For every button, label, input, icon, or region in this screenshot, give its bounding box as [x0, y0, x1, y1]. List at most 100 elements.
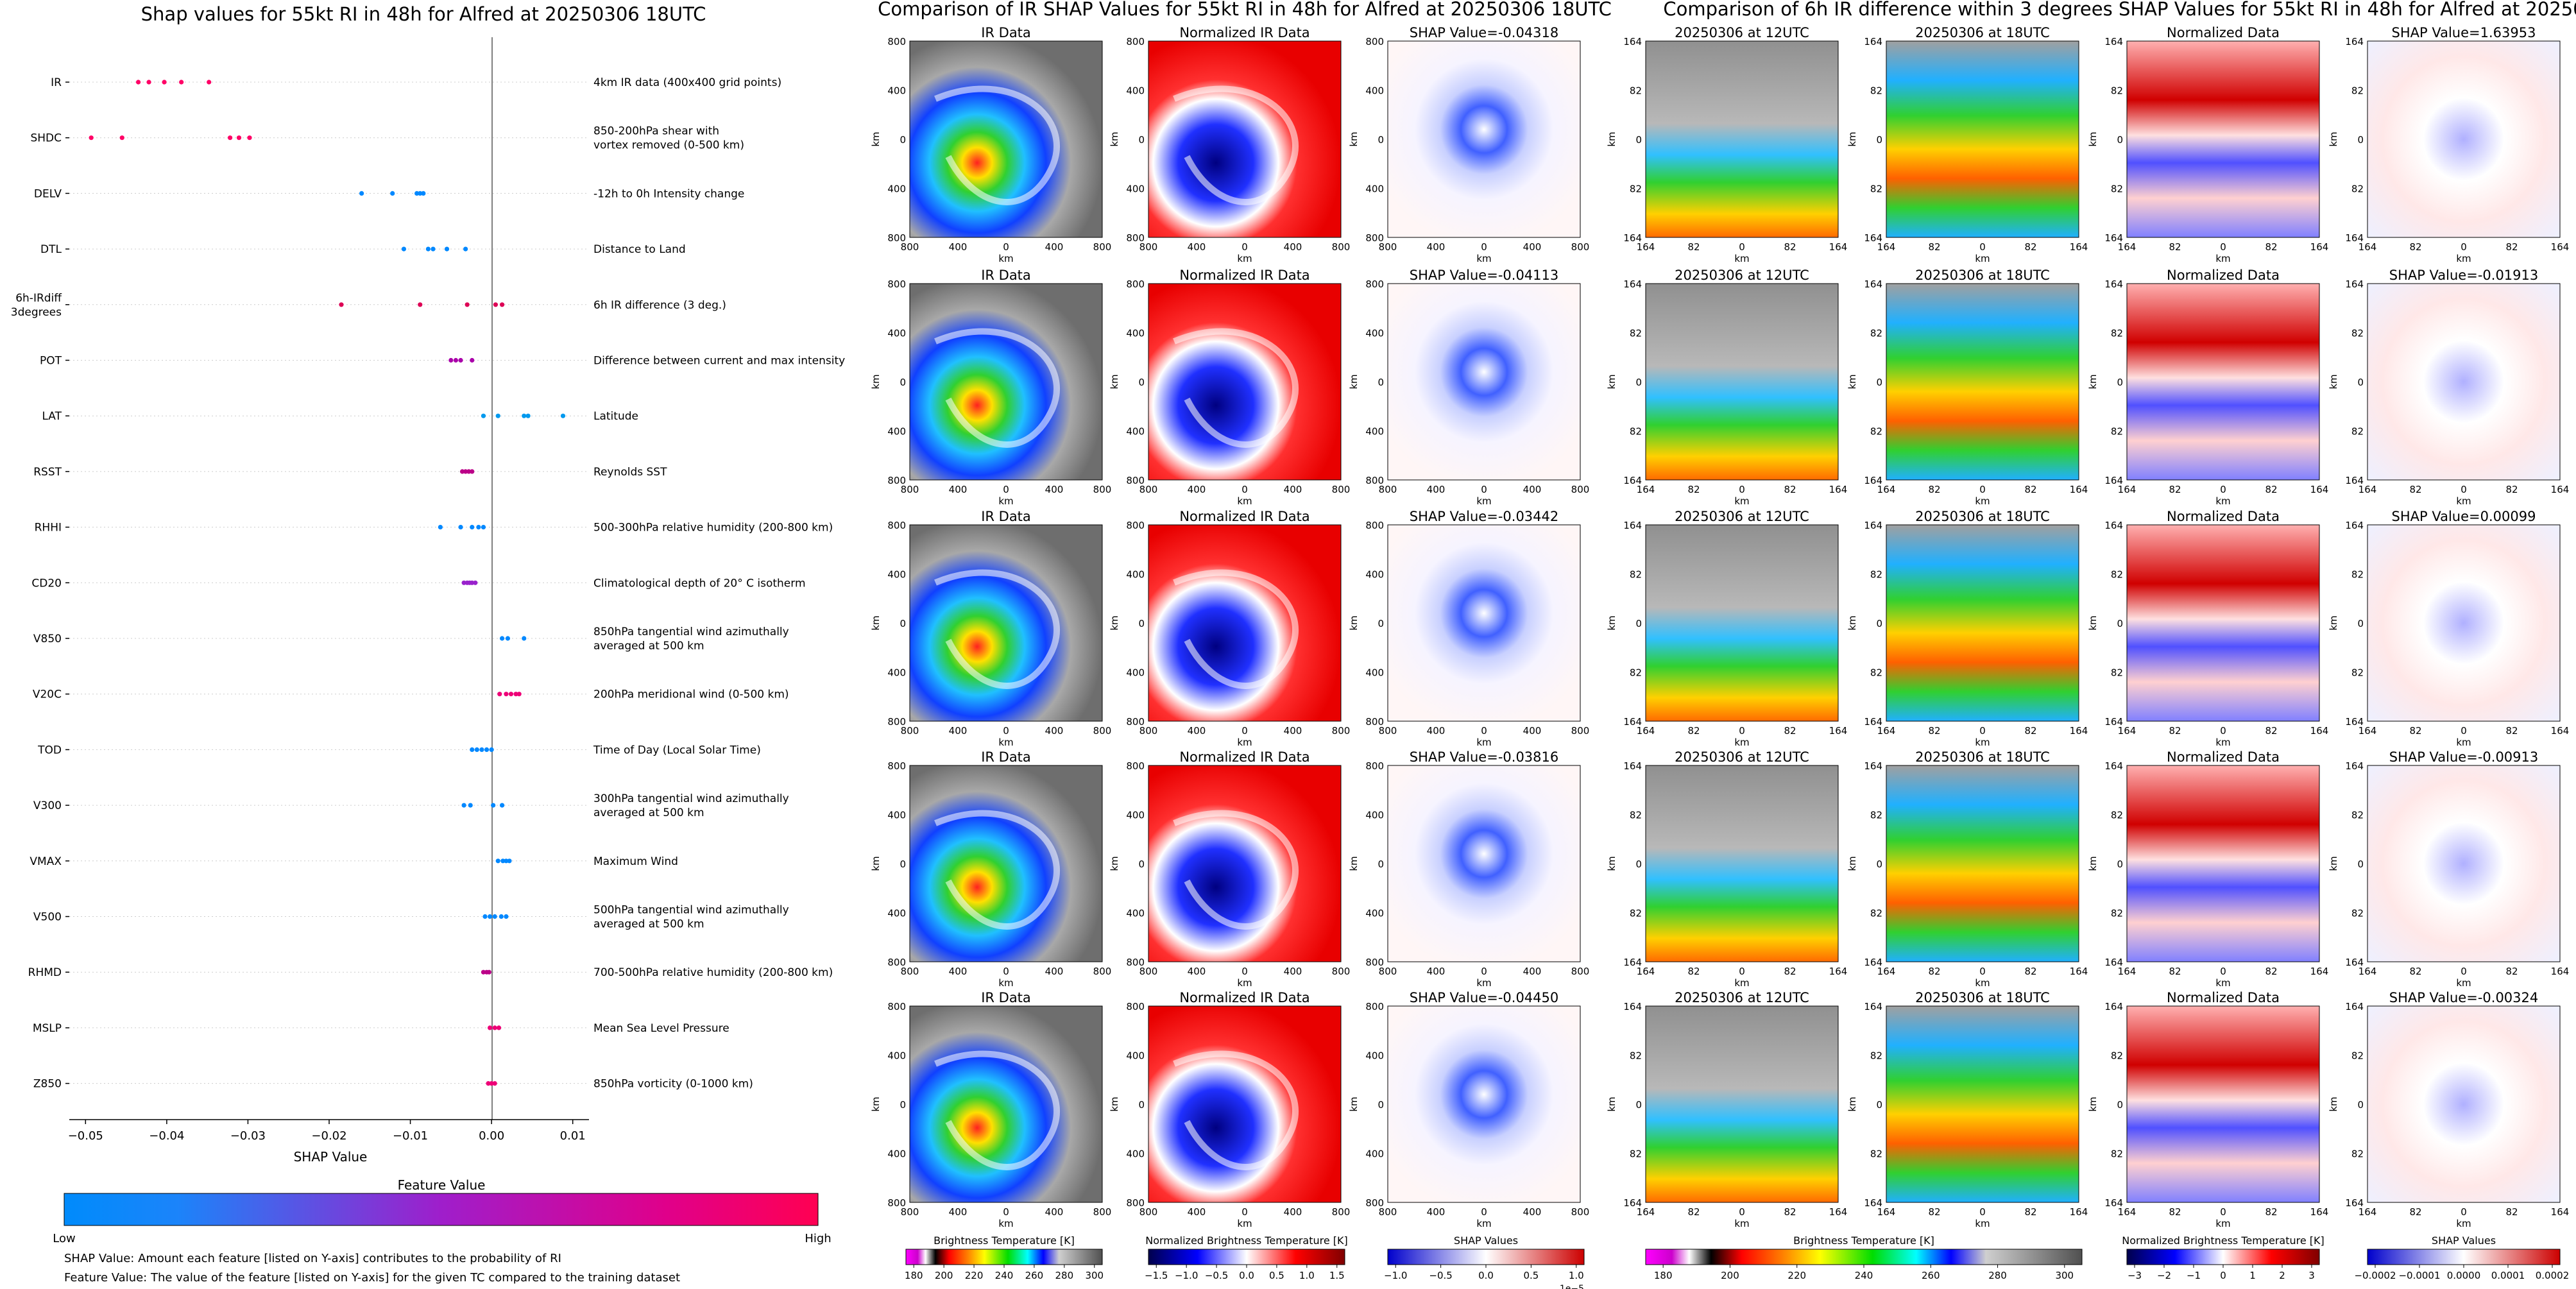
panel-ytick-label: 400	[1365, 667, 1384, 679]
panel-ytick-label: 164	[2345, 36, 2364, 47]
panel-ytick-label: 164	[1623, 36, 1642, 47]
panel-xtick-label: 400	[1284, 1206, 1302, 1218]
panel-xtick-label: 800	[1332, 241, 1351, 253]
panel-title: SHAP Value=-0.04450	[1410, 990, 1559, 1005]
shap-point	[500, 858, 506, 864]
panel-title: Normalized IR Data	[1179, 25, 1309, 40]
panel-xtick-label: 82	[2409, 1206, 2421, 1218]
panel-yaxis-label: km	[1606, 856, 1617, 871]
shap-point	[247, 135, 252, 141]
panel-ytick-label: 164	[1864, 520, 1882, 531]
shap-ir-image	[1387, 40, 1581, 238]
panel-xaxis-label: km	[1237, 1218, 1252, 1229]
shap-point	[508, 692, 514, 697]
shap-point	[481, 525, 486, 530]
shap-point	[499, 803, 505, 808]
panel-yaxis-label: km	[1348, 1097, 1360, 1111]
panel-xtick-label: 0	[1241, 725, 1248, 737]
panel-xtick-label: 164	[1637, 1206, 1655, 1218]
x-tick-label: −0.05	[68, 1129, 103, 1143]
panel-ytick-label: 82	[2351, 810, 2364, 821]
panel-ytick-label: 0	[1876, 858, 1882, 870]
panel-xtick-label: 164	[2551, 241, 2570, 253]
panel-xtick-label: 164	[2118, 966, 2137, 977]
panel-xtick-label: 164	[2070, 725, 2088, 737]
shap-point	[418, 191, 423, 196]
panel-xtick-label: 82	[1687, 966, 1700, 977]
panel-title: SHAP Value=-0.04113	[1410, 268, 1559, 283]
panel-ytick-label: 400	[1126, 569, 1145, 581]
panel-ytick-label: 0	[1635, 134, 1642, 146]
panel-xtick-label: 800	[901, 1206, 919, 1218]
panel-ytick-label: 800	[1365, 957, 1384, 968]
panel-ytick-label: 82	[2111, 184, 2123, 195]
panel-yaxis-label: km	[1109, 1097, 1120, 1111]
panel-xaxis-label: km	[1734, 253, 1749, 264]
feature-label: V850	[33, 633, 62, 645]
feature-label: DELV	[34, 187, 62, 200]
feature-description: 850hPa vorticity (0-1000 km)	[593, 1078, 753, 1091]
shap-point	[401, 246, 407, 252]
shap-point	[463, 246, 468, 252]
colorbar-tick-label: −1.0	[1384, 1270, 1407, 1281]
panel-ytick-label: 164	[1864, 760, 1882, 772]
panel-ytick-label: 400	[1365, 569, 1384, 581]
panel-xaxis-label: km	[1237, 495, 1252, 507]
shap-point	[505, 636, 511, 641]
panel-xaxis-label: km	[2456, 253, 2471, 264]
panel-ytick-label: 82	[2351, 1148, 2364, 1160]
panel-ytick-label: 82	[1630, 328, 1642, 339]
shap-ir-image	[1387, 1005, 1581, 1203]
shap-point	[470, 525, 475, 530]
panel-ytick-label: 82	[1870, 1050, 1882, 1062]
panel-title: IR Data	[981, 268, 1031, 283]
panel-ytick-label: 0	[1378, 858, 1384, 870]
panel-ytick-label: 800	[1365, 475, 1384, 486]
panel-title: 20250306 at 12UTC	[1675, 990, 1809, 1005]
shap-point	[470, 357, 475, 363]
panel-title: SHAP Value=1.63953	[2392, 25, 2536, 40]
panel-ytick-label: 0	[900, 134, 906, 146]
panel-title: SHAP Value=0.00099	[2392, 509, 2536, 524]
panel-ytick-label: 0	[1635, 377, 1642, 388]
panel-xtick-label: 800	[1139, 725, 1158, 737]
panel-xtick-label: 82	[1687, 725, 1700, 737]
feature-description: Difference between current and max inten…	[593, 355, 845, 368]
panel-xtick-label: 82	[1784, 241, 1796, 253]
shap-point	[463, 469, 468, 474]
shap-point	[473, 580, 478, 585]
panel-xtick-label: 0	[1241, 1206, 1248, 1218]
panel-title: SHAP Value=-0.00913	[2389, 749, 2539, 765]
panel-ytick-label: 400	[1365, 328, 1384, 339]
panel-yaxis-label: km	[870, 132, 882, 146]
shap-point	[236, 135, 242, 141]
panel-ytick-label: 82	[1870, 569, 1882, 581]
ir-18utc-image	[1886, 40, 2079, 238]
legend-high-label: High	[805, 1232, 831, 1245]
panel-ytick-label: 0	[1876, 618, 1882, 629]
panel-xtick-label: 164	[2358, 1206, 2377, 1218]
panel-xtick-label: 0	[1241, 966, 1248, 977]
panel-ytick-label: 400	[887, 328, 906, 339]
panel-ytick-label: 0	[2357, 134, 2364, 146]
shap-point	[453, 357, 459, 363]
panel-yaxis-label: km	[1348, 615, 1360, 630]
shap-point	[504, 692, 509, 697]
panel-title: Normalized Data	[2167, 268, 2280, 283]
panel-xtick-label: 800	[1332, 725, 1351, 737]
panel-ytick-label: 82	[2351, 85, 2364, 97]
shap-diff-image	[2367, 765, 2561, 962]
panel-xaxis-label: km	[2215, 253, 2230, 264]
colorbar-tick-label: 200	[935, 1270, 953, 1281]
ir-image	[909, 524, 1103, 722]
panel-xtick-label: 82	[2265, 484, 2277, 495]
panel-xtick-label: 400	[1523, 1206, 1542, 1218]
shap-point	[414, 191, 420, 196]
panel-ytick-label: 0	[1876, 377, 1882, 388]
panel-ytick-label: 800	[1126, 36, 1145, 47]
panel-ytick-label: 82	[1630, 810, 1642, 821]
panel-xtick-label: 0	[2461, 484, 2467, 495]
spiral-band	[1173, 569, 1299, 689]
panel-ytick-label: 800	[887, 957, 906, 968]
panel-xtick-label: 400	[1045, 241, 1064, 253]
